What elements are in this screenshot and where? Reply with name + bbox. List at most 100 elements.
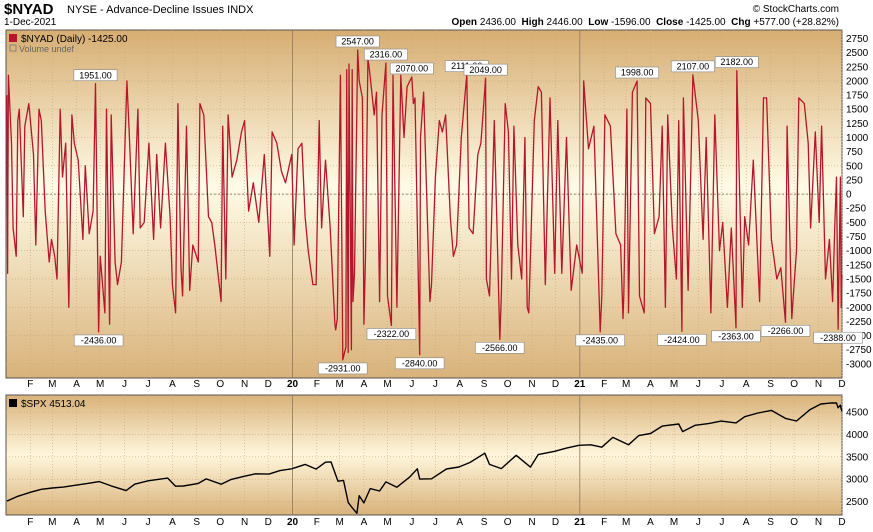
y-tick-label: 4000 xyxy=(846,430,869,441)
x-tick-label: D xyxy=(552,379,559,390)
close-label: Close xyxy=(656,17,684,28)
x-tick-label: F xyxy=(314,517,320,528)
nyad-panel: F M A M J J A S O N D 20 F M A M J J A S O N D 21 F M A M J J A S O N D-30… xyxy=(5,29,872,390)
x-tick-label: S xyxy=(767,517,774,528)
x-tick-label: S xyxy=(481,379,488,390)
annotation-label: 2182.00 xyxy=(721,57,754,67)
y-tick-label: 1500 xyxy=(846,105,869,116)
y-tick-label: -500 xyxy=(846,218,866,229)
x-tick-label: M xyxy=(622,379,630,390)
x-tick-label: N xyxy=(815,379,822,390)
x-tick-label: M xyxy=(383,517,391,528)
x-tick-label: M xyxy=(383,379,391,390)
annotation-label: -2424.00 xyxy=(664,335,700,345)
x-tick-label: A xyxy=(361,379,368,390)
spx-series-line xyxy=(6,402,843,514)
annotation-label: 2070.00 xyxy=(396,64,429,74)
annotation-box xyxy=(73,69,118,81)
annotation-box xyxy=(615,66,660,79)
y-tick-label: 750 xyxy=(846,147,863,158)
y-tick-label: -1000 xyxy=(846,246,872,257)
peak-annotation: 1998.00 xyxy=(615,66,660,79)
peak-annotation: -2266.00 xyxy=(760,325,811,337)
annotation-label: -2436.00 xyxy=(81,336,117,346)
y-tick-label: -2750 xyxy=(846,345,872,356)
high-value: 2446.00 xyxy=(546,17,583,28)
annotation-label: -2435.00 xyxy=(582,335,618,345)
y-tick-label: -1500 xyxy=(846,274,872,285)
y-tick-label: -1250 xyxy=(846,260,872,271)
peak-annotation: 2547.00 xyxy=(335,35,380,48)
x-tick-label: J xyxy=(146,517,151,528)
x-tick-label: A xyxy=(743,517,750,528)
y-tick-label: 2000 xyxy=(846,76,869,87)
x-tick-label: J xyxy=(409,517,414,528)
x-tick-label: J xyxy=(719,379,724,390)
open-value: 2436.00 xyxy=(479,17,516,28)
y-tick-label: 1750 xyxy=(846,91,869,102)
x-tick-label: M xyxy=(96,379,104,390)
x-tick-label: J xyxy=(433,379,438,390)
x-tick-label: S xyxy=(767,379,774,390)
x-tick-label: A xyxy=(456,517,463,528)
x-tick-label: A xyxy=(647,517,654,528)
x-tick-label: M xyxy=(670,517,678,528)
x-tick-label: A xyxy=(73,517,80,528)
x-tick-label: 21 xyxy=(574,379,586,390)
brand-label: © StockCharts.com xyxy=(752,4,839,15)
x-tick-label: A xyxy=(743,379,750,390)
x-tick-label: A xyxy=(169,517,176,528)
y-tick-label: 500 xyxy=(846,161,863,172)
plot-area xyxy=(5,394,843,516)
annotation-label: 2049.00 xyxy=(469,65,502,75)
x-tick-label: O xyxy=(790,517,798,528)
x-tick-label: J xyxy=(433,517,438,528)
low-value: -1596.00 xyxy=(611,17,651,28)
legend-swatch xyxy=(9,399,17,407)
x-tick-label: M xyxy=(48,517,56,528)
x-tick-label: S xyxy=(193,517,200,528)
annotation-box xyxy=(670,60,715,73)
x-tick-label: O xyxy=(216,379,224,390)
legend-label: $NYAD (Daily) -1425.00 xyxy=(21,34,128,45)
y-tick-label: 4500 xyxy=(846,408,869,419)
chg-value: +577.00 (+28.82%) xyxy=(753,17,839,28)
x-tick-label: O xyxy=(790,379,798,390)
y-tick-label: 3000 xyxy=(846,475,869,486)
x-tick-label: D xyxy=(838,379,845,390)
legend-swatch xyxy=(9,34,17,42)
peak-annotation: -2388.00 xyxy=(813,331,863,344)
x-tick-label: J xyxy=(696,517,701,528)
annotation-label: -2931.00 xyxy=(325,364,361,374)
x-tick-label: 20 xyxy=(287,379,299,390)
annotation-box xyxy=(463,63,508,76)
peak-annotation: 2070.00 xyxy=(389,62,434,75)
annotation-box xyxy=(335,35,380,48)
x-tick-label: N xyxy=(815,517,822,528)
annotation-label: 1998.00 xyxy=(621,68,654,78)
y-tick-label: 2500 xyxy=(846,48,869,59)
y-tick-label: -1750 xyxy=(846,289,872,300)
annotation-box xyxy=(760,325,811,337)
x-tick-label: F xyxy=(27,379,33,390)
nyad-series-line xyxy=(6,49,843,361)
y-tick-label: 3500 xyxy=(846,452,869,463)
peak-annotation: -2435.00 xyxy=(575,334,625,347)
x-tick-label: A xyxy=(361,517,368,528)
annotation-label: -2322.00 xyxy=(374,329,410,339)
x-tick-label: J xyxy=(146,379,151,390)
annotation-box xyxy=(714,56,759,68)
x-tick-label: A xyxy=(456,379,463,390)
x-tick-label: F xyxy=(601,517,607,528)
x-tick-label: F xyxy=(314,379,320,390)
y-tick-label: 2500 xyxy=(846,497,869,508)
y-tick-label: 2250 xyxy=(846,62,869,73)
chart-header: $NYAD NYSE - Advance-Decline Issues INDX… xyxy=(0,0,873,30)
x-tick-label: O xyxy=(216,517,224,528)
annotation-label: -2363.00 xyxy=(718,331,754,341)
peak-annotation: 2107.00 xyxy=(670,60,715,73)
peak-annotation: -2363.00 xyxy=(711,330,761,343)
x-tick-label: M xyxy=(48,379,56,390)
x-tick-label: N xyxy=(241,379,248,390)
